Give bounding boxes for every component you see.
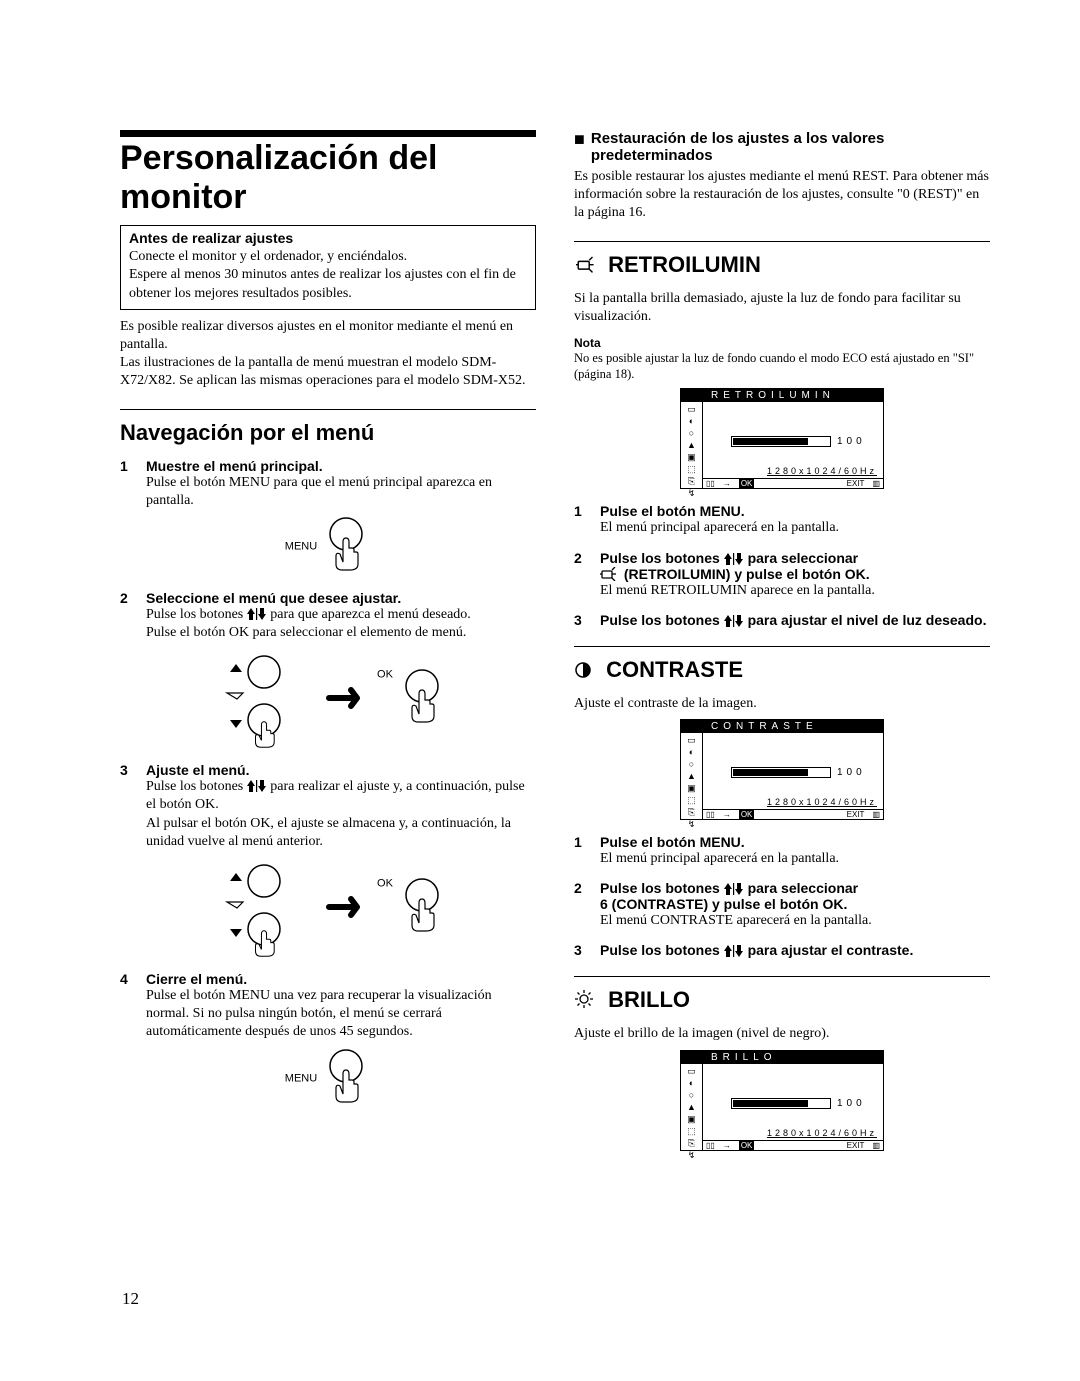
osd-bar (731, 436, 831, 447)
note-body: No es posible ajustar la luz de fondo cu… (574, 350, 990, 383)
up-down-ok-illustration: OK (120, 648, 536, 748)
osd-resolution: 1280x1024/60Hz (767, 466, 877, 476)
backlight-icon (574, 256, 596, 274)
osd-title: RETROILUMIN (681, 389, 883, 402)
step-2: 2 Seleccione el menú que desee ajustar. … (120, 590, 536, 642)
title-rule (120, 130, 536, 137)
step-text: Pulse el botón MENU para que el menú pri… (146, 474, 536, 510)
menu-button-illustration-2: MENU (120, 1048, 536, 1108)
ok-label: OK (377, 669, 393, 681)
osd-footer: ▯▯→OKEXIT▥ (703, 478, 883, 488)
step-number: 3 (120, 762, 136, 851)
square-bullet-icon: ■ (574, 130, 585, 148)
nav-heading: Navegación por el menú (120, 420, 536, 446)
contrast-intro: Ajuste el contraste de la imagen. (574, 695, 990, 713)
right-column: ■ Restauración de los ajustes a los valo… (574, 130, 990, 1165)
contrast-step-1: 1 Pulse el botón MENU. El menú principal… (574, 834, 990, 868)
up-down-icon (247, 608, 267, 621)
menu-label: MENU (285, 1072, 317, 1084)
backlight-icon (600, 567, 618, 581)
contrast-step-3: 3 Pulse los botones para ajustar el cont… (574, 942, 990, 958)
osd-contraste: CONTRASTE ▭◐○▲▣⬚⎘↯ 100 1280x1024/60Hz ▯▯… (574, 719, 990, 820)
contraste-heading: CONTRASTE (574, 657, 990, 683)
up-down-icon (724, 883, 744, 896)
step-text: Pulse los botones para que aparezca el m… (146, 606, 536, 624)
osd-value: 100 (837, 436, 866, 447)
step-title: Muestre el menú principal. (146, 458, 536, 474)
step-4: 4 Cierre el menú. Pulse el botón MENU un… (120, 971, 536, 1042)
up-down-icon (724, 553, 744, 566)
left-column: Personalización del monitor Antes de rea… (120, 130, 536, 1165)
main-title: Personalización del monitor (120, 139, 536, 217)
up-down-icon (247, 780, 267, 793)
retro-step-1: 1 Pulse el botón MENU. El menú principal… (574, 503, 990, 537)
up-down-ok-illustration-2: OK (120, 857, 536, 957)
step-number: 2 (120, 590, 136, 642)
restore-heading: ■ Restauración de los ajustes a los valo… (574, 130, 990, 164)
brillo-intro: Ajuste el brillo de la imagen (nivel de … (574, 1025, 990, 1043)
menu-label: MENU (285, 541, 317, 553)
osd-retroilumin: RETROILUMIN ▭◐○▲▣⬚⎘↯ 100 1280x1024/60Hz … (574, 388, 990, 489)
step-number: 4 (120, 971, 136, 1042)
restore-body: Es posible restaurar los ajustes mediant… (574, 168, 990, 223)
retro-step-3: 3 Pulse los botones para ajustar el nive… (574, 612, 990, 628)
osd-title: BRILLO (681, 1051, 883, 1064)
step-title: Seleccione el menú que desee ajustar. (146, 590, 536, 606)
step-title: Ajuste el menú. (146, 762, 536, 778)
brightness-icon (574, 989, 596, 1009)
step-title: Cierre el menú. (146, 971, 536, 987)
contrast-step-2: 2 Pulse los botones para seleccionar 6 (… (574, 880, 990, 930)
intro-2: Las ilustraciones de la pantalla de menú… (120, 354, 536, 390)
intro-1: Es posible realizar diversos ajustes en … (120, 318, 536, 354)
step-3: 3 Ajuste el menú. Pulse los botones para… (120, 762, 536, 851)
osd-brillo: BRILLO ▭◐○▲▣⬚⎘↯ 100 1280x1024/60Hz ▯▯→OK… (574, 1050, 990, 1151)
divider (574, 646, 990, 647)
menu-button-illustration: MENU (120, 516, 536, 576)
retro-step-2: 2 Pulse los botones para seleccionar (RE… (574, 550, 990, 600)
step-1: 1 Muestre el menú principal. Pulse el bo… (120, 458, 536, 510)
ok-label: OK (377, 878, 393, 890)
note-title: Nota (574, 336, 990, 350)
retroilumin-heading: RETROILUMIN (574, 252, 990, 278)
step-text: Pulse el botón OK para seleccionar el el… (146, 624, 536, 642)
pre-adjust-line1: Conecte el monitor y el ordenador, y enc… (129, 248, 527, 266)
osd-title: CONTRASTE (681, 720, 883, 733)
contrast-icon (574, 661, 594, 679)
pre-adjust-box: Antes de realizar ajustes Conecte el mon… (120, 225, 536, 310)
step-text: Pulse los botones para realizar el ajust… (146, 778, 536, 814)
pre-adjust-line2: Espere al menos 30 minutos antes de real… (129, 266, 527, 302)
page-number: 12 (122, 1289, 139, 1309)
up-down-icon (724, 615, 744, 628)
divider (574, 241, 990, 242)
osd-sidebar: ▭◐○▲▣⬚⎘↯ (681, 402, 703, 488)
divider (574, 976, 990, 977)
pre-adjust-title: Antes de realizar ajustes (129, 230, 527, 246)
step-number: 1 (120, 458, 136, 510)
brillo-heading: BRILLO (574, 987, 990, 1013)
retro-intro: Si la pantalla brilla demasiado, ajuste … (574, 290, 990, 326)
step-text: Al pulsar el botón OK, el ajuste se alma… (146, 815, 536, 851)
up-down-icon (724, 945, 744, 958)
divider (120, 409, 536, 410)
step-text: Pulse el botón MENU una vez para recuper… (146, 987, 536, 1042)
